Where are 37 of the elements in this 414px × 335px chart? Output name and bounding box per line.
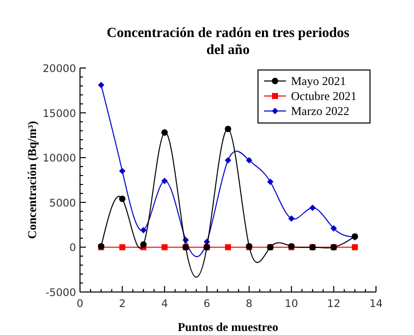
y-tick-label: 5000 (49, 197, 76, 210)
y-tick-label: 20000 (42, 63, 76, 75)
point (246, 157, 252, 164)
y-tick-label: 0 (69, 242, 76, 254)
y-axis-title: Concentración (Bq/m³) (25, 121, 39, 239)
legend-label: Mayo 2021 (291, 74, 346, 88)
x-tick-label: 14 (369, 298, 383, 310)
point (330, 225, 337, 232)
point (119, 244, 126, 250)
x-tick-label: 4 (161, 298, 168, 310)
x-tick-label: 10 (284, 298, 298, 310)
legend-label: Marzo 2022 (291, 104, 350, 118)
point (140, 226, 147, 234)
point (352, 244, 358, 250)
x-tick-label: 8 (246, 298, 252, 310)
point (224, 126, 232, 132)
x-axis-title: Puntos de muestreo (178, 320, 278, 334)
point (288, 215, 295, 222)
point (161, 129, 168, 136)
x-tick-label: 6 (204, 298, 211, 310)
point (98, 82, 104, 88)
chart-title: Concentración de radón en tres periodos del año (106, 26, 350, 58)
point (267, 178, 274, 185)
legend-label: Octubre 2021 (291, 89, 357, 103)
point (161, 178, 168, 184)
point (140, 241, 147, 248)
y-tick-label: -5000 (45, 287, 76, 299)
point (119, 196, 126, 202)
x-tick-label: 2 (118, 298, 126, 310)
point (162, 244, 168, 250)
y-tick-label: 15000 (42, 108, 76, 120)
y-tick-label: 10000 (42, 152, 76, 165)
point (119, 168, 126, 174)
point (309, 204, 316, 211)
x-tick-label: 12 (327, 298, 340, 310)
point (225, 244, 231, 250)
x-tick-label: 0 (76, 298, 84, 310)
